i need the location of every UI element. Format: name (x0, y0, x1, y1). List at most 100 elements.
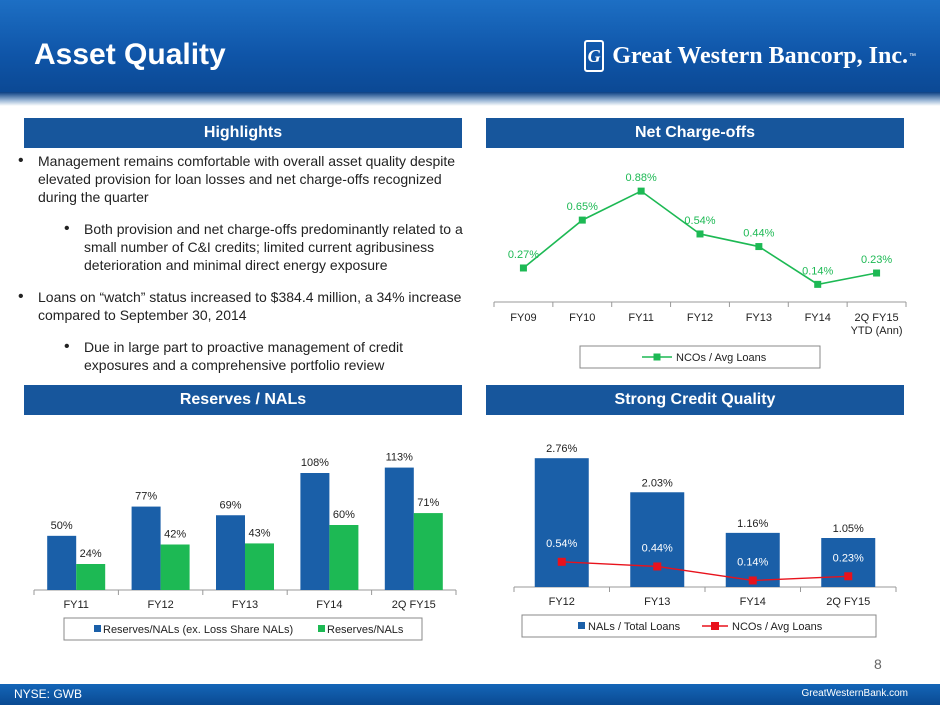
nco-point (637, 187, 645, 195)
legend-swatch-marker (653, 353, 661, 361)
legend-label: Reserves/NALs (327, 624, 404, 636)
nco-point (578, 216, 586, 224)
line-data-label: 0.54% (546, 538, 577, 550)
net-chargeoffs-chart: 0.27% 0.65% 0.88% 0.54% 0.44% 0.14% 0.23% FY09 F… (493, 172, 907, 369)
footer-website: GreatWesternBank.com (801, 688, 908, 699)
nco-point (755, 243, 763, 251)
bar-data-label: 113% (386, 452, 414, 464)
nco-point (844, 572, 853, 581)
footer-bar: NYSE: GWB GreatWesternBank.com (0, 684, 940, 705)
legend-box (579, 345, 821, 369)
section-header-highlights: Highlights (24, 118, 462, 148)
nco-data-label: 0.65% (567, 201, 598, 213)
bar-data-label: 50% (51, 520, 73, 532)
x-tick-label: 2Q FY15 (392, 599, 436, 611)
x-tick-label: 2Q FY15 (855, 312, 899, 324)
bar-reserves-ex-loss-share (300, 473, 330, 590)
x-tick-label: FY09 (510, 312, 536, 324)
bar-reserves-nals (76, 564, 106, 590)
nco-data-label: 0.44% (743, 228, 774, 240)
strong-credit-chart: 2.76% FY12 2.03% FY13 1.16% FY14 1.05% 2Q FY15 0… (513, 443, 897, 638)
bar-reserves-nals (329, 525, 359, 590)
page-number: 8 (874, 656, 882, 672)
x-tick-label: FY10 (569, 312, 595, 324)
bullet-item: Management remains comfortable with over… (18, 152, 468, 206)
bar-nals-total-loans (630, 492, 685, 587)
bar-data-label: 77% (135, 491, 157, 503)
bar-data-label: 2.03% (642, 477, 673, 489)
bar-data-label: 71% (417, 497, 439, 509)
legend-swatch (578, 622, 585, 629)
sub-bullet-item: Due in large part to proactive managemen… (18, 338, 468, 374)
x-tick-label: FY12 (549, 596, 575, 608)
footer-ticker: NYSE: GWB (14, 687, 83, 701)
bar-reserves-nals (413, 513, 443, 590)
x-tick-label: FY12 (687, 312, 713, 324)
company-logo: G Great Western Bancorp, Inc. ™ (584, 36, 916, 76)
nco-point (696, 230, 704, 238)
legend-box (521, 614, 877, 638)
page-title: Asset Quality (34, 38, 226, 71)
logo-mark-icon: G (584, 40, 605, 72)
reserves-nals-chart: 50% 24% FY11 77% 42% FY12 69% 43% FY13 108% 60% FY1… (33, 452, 457, 641)
header-shadow (0, 92, 940, 106)
x-tick-label: FY13 (746, 312, 772, 324)
x-tick-label: FY13 (232, 599, 258, 611)
bullet-item: Loans on “watch” status increased to $38… (18, 288, 468, 324)
line-data-label: 0.14% (737, 556, 768, 568)
bar-data-label: 42% (164, 529, 186, 541)
sub-bullet-item: Both provision and net charge-offs predo… (18, 220, 468, 274)
nco-point (873, 269, 881, 277)
nco-point (519, 264, 527, 272)
legend-label: NCOs / Avg Loans (676, 352, 767, 364)
x-tick-label: FY12 (147, 599, 173, 611)
bar-data-label: 24% (80, 548, 102, 560)
x-tick-label: FY14 (740, 596, 766, 608)
nco-point (557, 557, 566, 566)
bar-data-label: 1.05% (833, 523, 864, 535)
section-header-net-chargeoffs: Net Charge-offs (486, 118, 904, 148)
legend-swatch (94, 625, 101, 632)
nco-series-line (561, 561, 849, 582)
bar-data-label: 69% (219, 499, 241, 511)
header-banner (0, 0, 940, 100)
line-data-label: 0.44% (642, 542, 673, 554)
bar-data-label: 2.76% (546, 443, 577, 455)
x-tick-label: FY11 (628, 312, 653, 324)
bar-data-label: 43% (248, 527, 270, 539)
section-header-reserves-nals: Reserves / NALs (24, 385, 462, 415)
x-tick-label: FY13 (644, 596, 670, 608)
bar-reserves-ex-loss-share (131, 506, 161, 590)
bar-reserves-nals (245, 543, 274, 590)
highlights-list: Management remains comfortable with over… (18, 150, 468, 374)
section-header-strong-credit: Strong Credit Quality (486, 385, 904, 415)
nco-data-label: 0.54% (684, 215, 715, 227)
bar-data-label: 60% (333, 509, 355, 521)
x-tick-label: FY14 (805, 312, 831, 324)
legend-label: Reserves/NALs (ex. Loss Share NALs) (103, 624, 293, 636)
x-tick-label: 2Q FY15 (826, 596, 870, 608)
nco-data-label: 0.27% (508, 249, 539, 261)
nco-point (748, 576, 757, 585)
bar-reserves-ex-loss-share (47, 535, 77, 590)
logo-text: Great Western Bancorp, Inc. (612, 42, 908, 69)
nco-point (814, 280, 822, 288)
legend-label: NCOs / Avg Loans (732, 621, 823, 633)
bar-reserves-ex-loss-share (216, 515, 245, 590)
bar-nals-total-loans (534, 458, 589, 587)
logo-trademark: ™ (909, 52, 916, 60)
legend-box (63, 617, 423, 641)
nco-point (653, 562, 662, 571)
legend-label: NALs / Total Loans (588, 621, 681, 633)
x-tick-label: FY11 (63, 599, 88, 611)
nco-data-label: 0.14% (802, 265, 833, 277)
legend-swatch-marker (711, 622, 719, 630)
bar-data-label: 108% (301, 457, 329, 469)
nco-data-label: 0.23% (861, 254, 892, 266)
bar-reserves-ex-loss-share (384, 467, 414, 590)
nco-data-label: 0.88% (626, 172, 657, 184)
legend-swatch (318, 625, 325, 632)
x-tick-label: FY14 (316, 599, 342, 611)
bar-reserves-nals (160, 544, 190, 590)
bar-data-label: 1.16% (737, 518, 768, 530)
